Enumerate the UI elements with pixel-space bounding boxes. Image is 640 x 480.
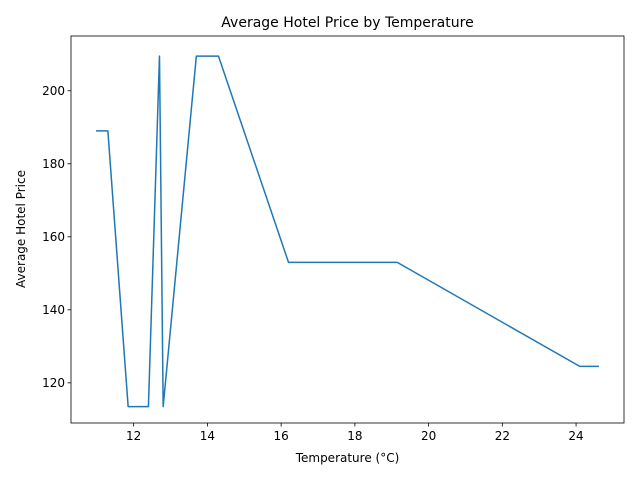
y-tick-label: 200 [42,84,65,98]
x-tick-label: 20 [421,429,436,443]
series-line-0 [96,55,599,408]
x-tick-label: 12 [126,429,141,443]
x-axis-label: Temperature (°C) [295,451,400,465]
x-tick-label: 22 [495,429,510,443]
y-tick-label: 160 [42,230,65,244]
x-tick-label: 14 [200,429,215,443]
plot-area: 12 14 16 18 20 22 24 120 140 160 180 200 [42,35,625,443]
x-tick-label: 24 [568,429,583,443]
y-tick-label: 140 [42,303,65,317]
y-axis-label: Average Hotel Price [14,170,28,288]
x-tick-label: 16 [273,429,288,443]
x-tick-label: 18 [347,429,362,443]
y-tick-label: 120 [42,376,65,390]
y-tick-label: 180 [42,157,65,171]
axes-frame [70,35,625,424]
chart-title: Average Hotel Price by Temperature [221,15,473,31]
